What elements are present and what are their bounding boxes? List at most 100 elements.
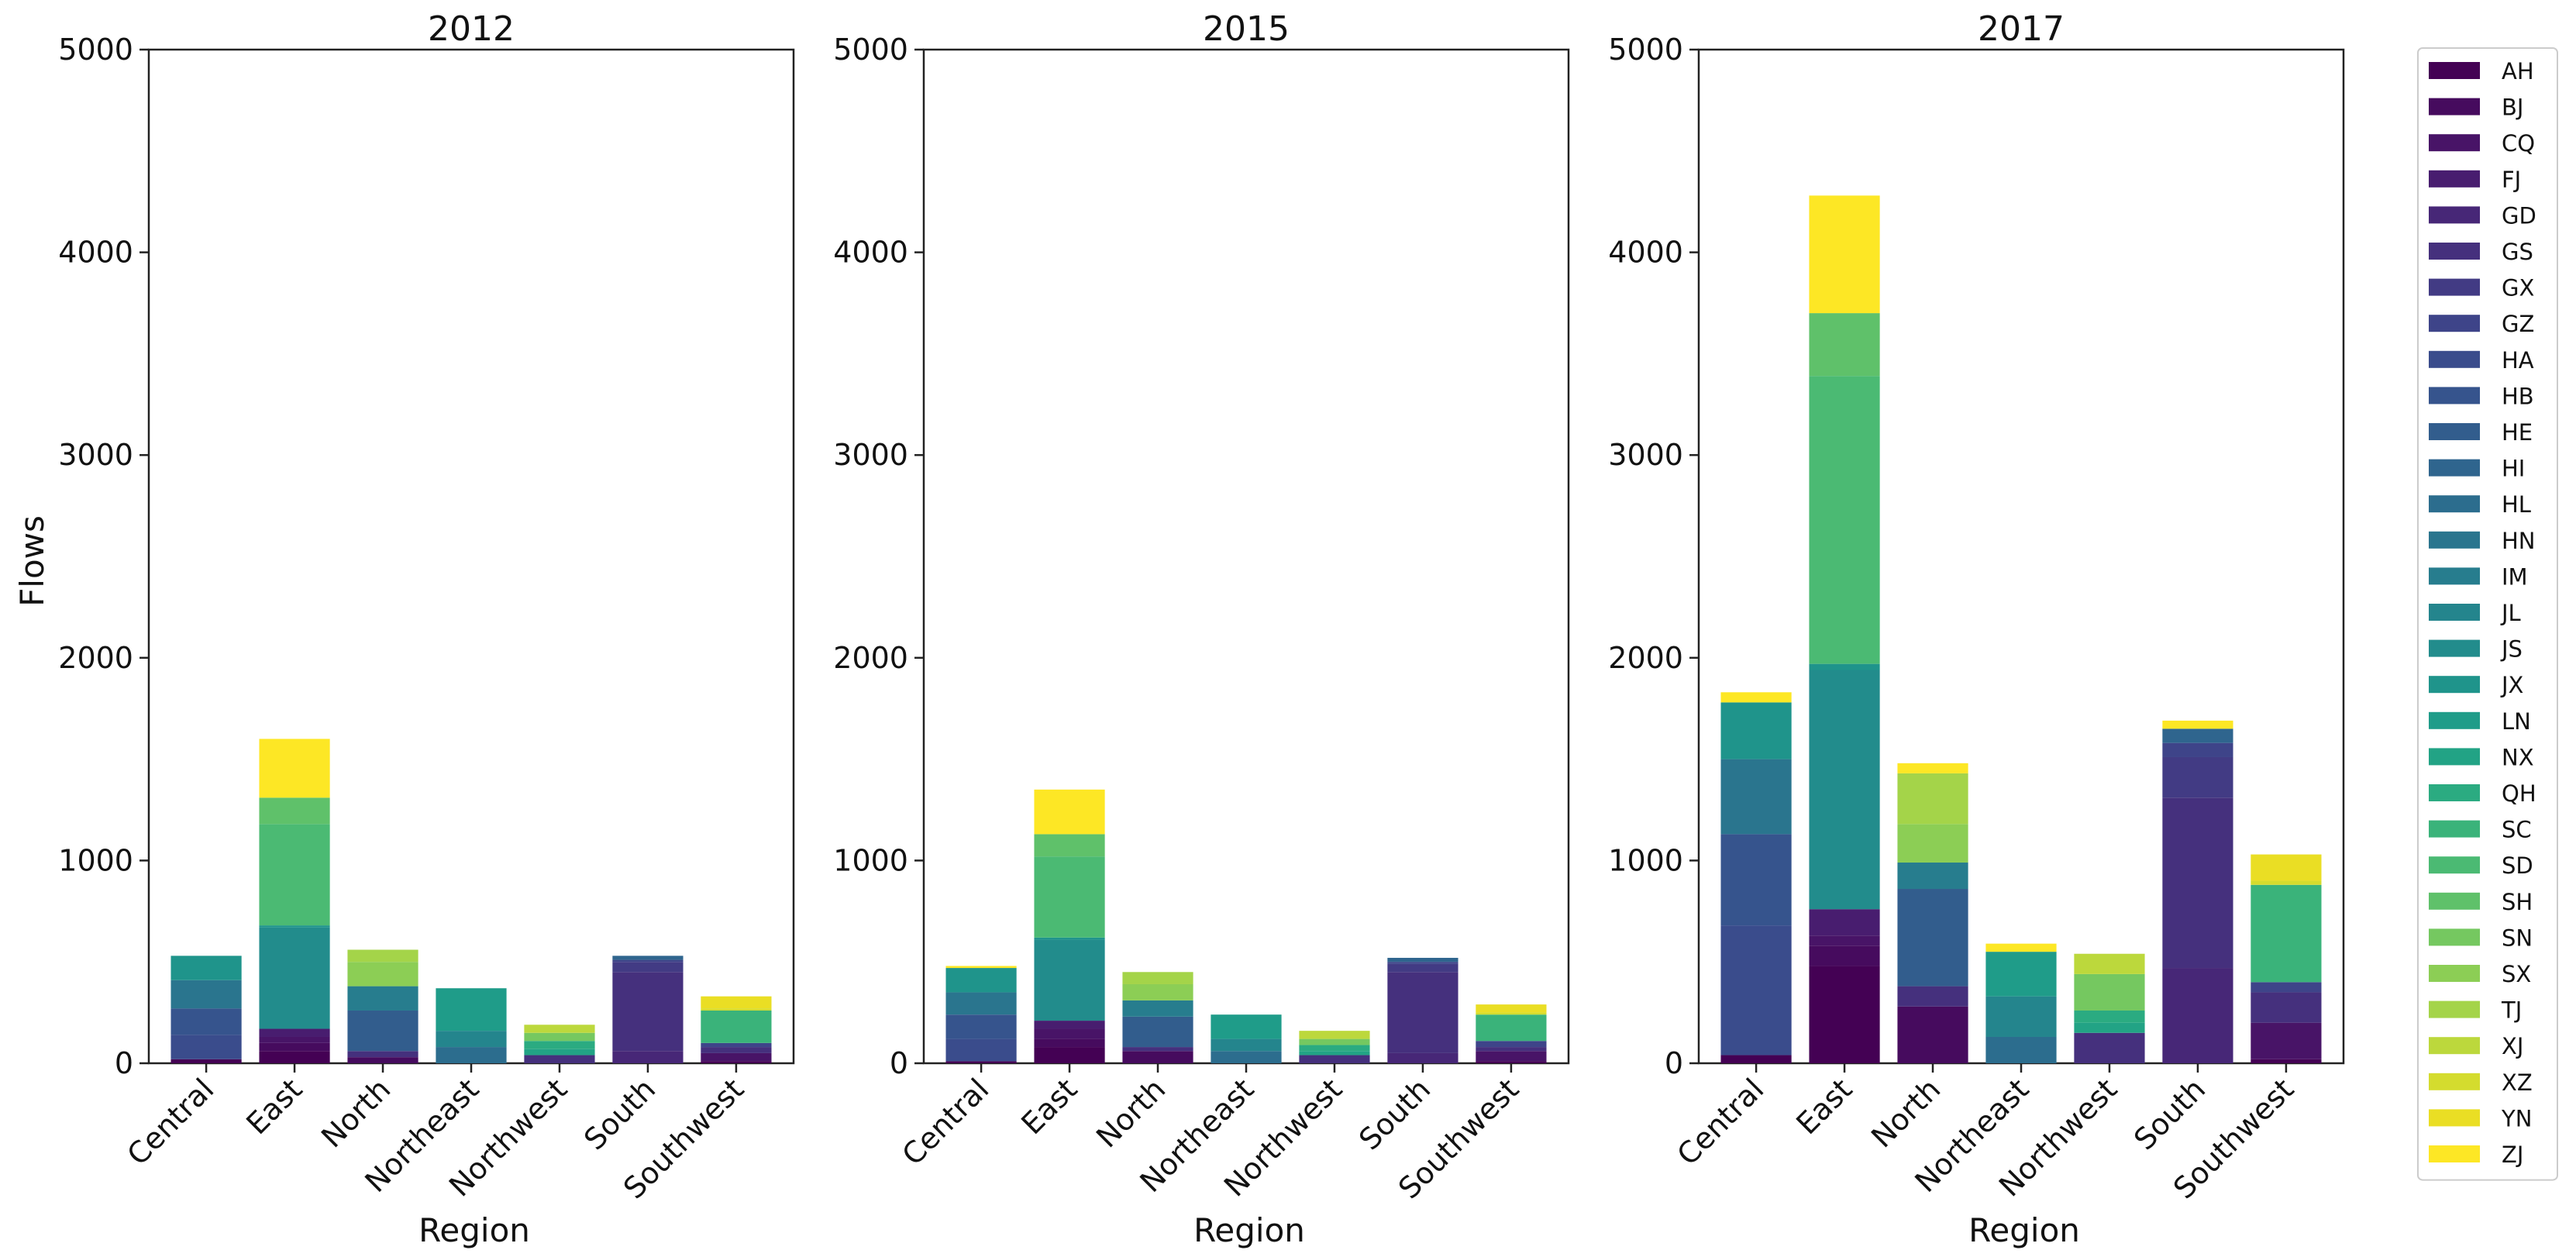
- legend-label-bj: BJ: [2502, 95, 2523, 121]
- bar-segment-sd-east: [1809, 376, 1880, 664]
- bar-segment-gs-southwest: [2251, 992, 2322, 1023]
- legend-swatch-gs: [2429, 243, 2480, 260]
- bar-segment-gd-south: [1387, 1052, 1458, 1063]
- legend-label-ah: AH: [2502, 58, 2534, 84]
- legend-label-cq: CQ: [2502, 130, 2535, 157]
- legend-swatch-gz: [2429, 315, 2480, 332]
- bar-segment-gd-south: [612, 1051, 684, 1063]
- panel-2015: 2015 0 1000 2000 3000 4000 5000 Central East Nort…: [833, 9, 1570, 1205]
- bar-segment-fj-east: [1034, 1021, 1105, 1029]
- y-tick-label: 5000: [1608, 33, 1683, 67]
- bar-segment-bj-north: [1897, 1006, 1968, 1063]
- bar-segment-xz-southwest: [2251, 880, 2322, 885]
- bar-segment-zj-east: [1809, 195, 1880, 314]
- bar-segment-cq-east: [1034, 1028, 1105, 1039]
- y-tick-label: 4000: [833, 236, 908, 270]
- legend-label-fj: FJ: [2502, 167, 2521, 193]
- y-tick-label: 5000: [58, 33, 133, 67]
- x-tick-label: South: [1352, 1072, 1437, 1156]
- legend-label-xz: XZ: [2502, 1069, 2533, 1096]
- legend-label-zj: ZJ: [2502, 1142, 2523, 1168]
- bar-segment-sc-southwest: [1476, 1014, 1547, 1042]
- y-tick-label: 4000: [1608, 236, 1683, 270]
- x-tick-label: Central: [1670, 1072, 1770, 1172]
- bar-segment-he-north: [347, 1010, 418, 1052]
- bar-segment-tj-north: [1897, 773, 1968, 825]
- bar-segment-bj-east: [1034, 1038, 1105, 1048]
- bar-segment-js-east: [259, 927, 330, 1029]
- legend-swatch-sn: [2429, 928, 2480, 946]
- legend-swatch-gx: [2429, 278, 2480, 296]
- y-tick-label: 0: [890, 1046, 908, 1080]
- bar-segment-gx-south: [1387, 963, 1458, 973]
- bar-segment-gs-southwest: [1476, 1047, 1547, 1052]
- bar-segment-sh-east: [259, 797, 330, 825]
- y-tick-label: 5000: [833, 33, 908, 67]
- legend-swatch-zj: [2429, 1145, 2480, 1162]
- bar-segment-js-east: [1034, 939, 1105, 1021]
- bar-segment-ah-east: [1034, 1047, 1105, 1063]
- legend-label-qh: QH: [2502, 780, 2536, 807]
- legend-swatch-yn: [2429, 1109, 2480, 1127]
- bar-segment-fj-east: [259, 1028, 330, 1037]
- bar-segment-gs-north: [1897, 986, 1968, 1007]
- bar-segment-gx-south: [2162, 756, 2233, 798]
- bar-segment-zj-north: [1897, 763, 1968, 773]
- bar-segment-qh-northwest: [2074, 1010, 2145, 1023]
- legend-label-hi: HI: [2502, 456, 2525, 482]
- legend-swatch-sc: [2429, 820, 2480, 838]
- y-axis-label: Flows: [13, 515, 51, 607]
- bar-segment-jl-northeast: [1985, 996, 2057, 1037]
- x-tick-label: East: [1014, 1072, 1083, 1141]
- bar-segment-hi-south: [2162, 728, 2233, 743]
- bar-segment-zj-northeast: [1985, 943, 2057, 952]
- x-tick-label: Central: [895, 1072, 995, 1172]
- bar-segment-ah-southwest: [701, 1061, 772, 1063]
- x-axis-label-2012: Region: [418, 1211, 530, 1249]
- bar-segment-ah-east: [259, 1051, 330, 1063]
- bar-segment-zj-central: [1720, 692, 1792, 703]
- bar-segment-sx-north: [347, 962, 418, 987]
- bar-segment-bj-north: [1122, 1051, 1193, 1063]
- y-tick-label: 1000: [833, 843, 908, 877]
- x-tick-label: South: [577, 1072, 662, 1156]
- legend-label-yn: YN: [2501, 1105, 2532, 1131]
- bar-segment-gs-south: [2162, 797, 2233, 969]
- bar-segment-xz-southwest: [1476, 1012, 1547, 1015]
- bar-segment-bj-north: [347, 1057, 418, 1063]
- y-tick-label: 3000: [833, 438, 908, 472]
- legend-label-jx: JX: [2500, 672, 2523, 698]
- panel-title: 2017: [1978, 9, 2065, 49]
- bar-segment-hn-central: [945, 992, 1017, 1015]
- legend-swatch-tj: [2429, 1000, 2480, 1018]
- bar-segment-hl-northeast: [1211, 1051, 1282, 1063]
- bar-segment-gz-southwest: [2251, 982, 2322, 993]
- bar-segment-qh-northwest: [524, 1041, 595, 1049]
- bar-segment-sc-southwest: [2251, 884, 2322, 983]
- legend-swatch-qh: [2429, 784, 2480, 801]
- legend: AH BJ CQ FJ GD GS GX GZ HA HB HE HI HL HN IM JL JS JX LN NX…: [2417, 47, 2558, 1181]
- legend-swatch-bj: [2429, 98, 2480, 115]
- x-tick-label: North: [315, 1072, 397, 1154]
- bar-segment-gs-northwest: [2074, 1032, 2145, 1063]
- bar-segment-hb-central: [170, 1008, 242, 1035]
- legend-swatch-xj: [2429, 1037, 2480, 1055]
- bar-segment-cq-southwest: [2251, 1022, 2322, 1059]
- bar-segment-gs-southwest: [701, 1047, 772, 1053]
- bar-segment-xj-northwest: [524, 1025, 595, 1033]
- bar-segment-gz-southwest: [1476, 1041, 1547, 1048]
- bar-segment-ha-central: [945, 1038, 1017, 1062]
- legend-swatch-im: [2429, 567, 2480, 585]
- bar-segment-nx-northwest: [2074, 1022, 2145, 1033]
- legend-label-gz: GZ: [2502, 311, 2534, 337]
- legend-label-ln: LN: [2502, 708, 2531, 735]
- bar-segment-he-north: [1897, 889, 1968, 987]
- plot-area: [1697, 48, 2345, 1065]
- bar-segment-gs-south: [612, 972, 684, 1052]
- legend-label-tj: TJ: [2501, 997, 2522, 1024]
- bar-segment-qh-northwest: [1299, 1045, 1370, 1052]
- y-tick-label: 1000: [1608, 843, 1683, 877]
- bar-segment-sd-east: [1034, 856, 1105, 938]
- x-tick-label: South: [2127, 1072, 2212, 1156]
- bar-segment-nx-northwest: [524, 1049, 595, 1056]
